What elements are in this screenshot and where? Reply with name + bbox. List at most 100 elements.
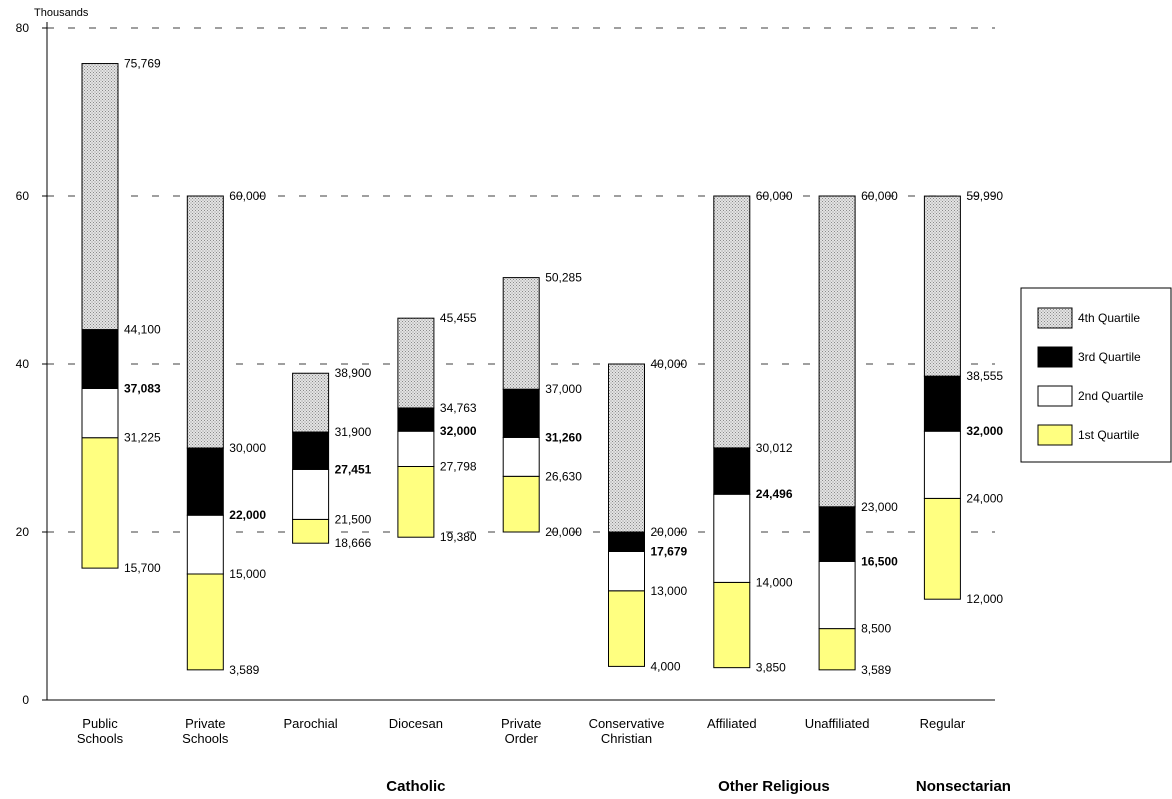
value-label-min: 15,700 bbox=[124, 561, 161, 575]
legend-swatch bbox=[1037, 385, 1073, 407]
value-label-q3: 23,000 bbox=[861, 500, 898, 514]
value-label-min: 3,589 bbox=[861, 663, 891, 677]
category-label: Unaffiliated bbox=[805, 716, 870, 731]
value-label-q1: 27,798 bbox=[440, 459, 477, 473]
value-labels: 75,769 44,100 37,083 31,225 15,700 60,000 30,0… bbox=[124, 57, 1003, 677]
bar-segment-2nd-quartile bbox=[818, 560, 856, 630]
bar-segment-3rd-quartile bbox=[502, 388, 540, 438]
value-label-median: 31,260 bbox=[545, 430, 582, 444]
bar-segment-3rd-quartile bbox=[186, 447, 224, 516]
value-label-min: 19,380 bbox=[440, 530, 477, 544]
bar-segment-3rd-quartile bbox=[608, 531, 645, 552]
bar-segment-2nd-quartile bbox=[397, 430, 435, 467]
value-label-max: 60,000 bbox=[229, 189, 266, 203]
category-label: Schools bbox=[77, 731, 124, 746]
value-label-q1: 8,500 bbox=[861, 622, 891, 636]
value-label-median: 17,679 bbox=[651, 544, 688, 558]
legend: 4th Quartile 3rd Quartile 2nd Quartile 1st … bbox=[1020, 287, 1172, 463]
bar-segment-4th-quartile bbox=[713, 195, 751, 449]
legend-swatch bbox=[1037, 346, 1073, 368]
value-label-max: 50,285 bbox=[545, 271, 582, 285]
value-label-q1: 15,000 bbox=[229, 567, 266, 581]
legend-label: 4th Quartile bbox=[1078, 311, 1140, 325]
category-label: Private bbox=[501, 716, 541, 731]
value-label-q3: 34,763 bbox=[440, 401, 477, 415]
value-label-min: 4,000 bbox=[651, 659, 681, 673]
value-label-max: 75,769 bbox=[124, 57, 161, 71]
y-tick-label: 80 bbox=[16, 21, 30, 35]
category-label: Order bbox=[505, 731, 539, 746]
value-label-q3: 30,000 bbox=[229, 441, 266, 455]
bar-segment-3rd-quartile bbox=[81, 329, 119, 390]
value-label-q3: 31,900 bbox=[335, 425, 372, 439]
bar-segment-1st-quartile bbox=[818, 628, 856, 671]
value-label-max: 45,455 bbox=[440, 311, 477, 325]
bar-segment-4th-quartile bbox=[81, 63, 119, 331]
value-label-median: 22,000 bbox=[229, 508, 266, 522]
bar-segment-2nd-quartile bbox=[292, 468, 330, 520]
legend-swatch bbox=[1037, 307, 1073, 329]
value-label-min: 18,666 bbox=[335, 536, 372, 550]
value-label-q1: 14,000 bbox=[756, 575, 793, 589]
y-tick-label: 0 bbox=[22, 693, 29, 707]
value-label-median: 32,000 bbox=[440, 424, 477, 438]
value-label-q1: 24,000 bbox=[966, 491, 1003, 505]
bar-segment-2nd-quartile bbox=[81, 388, 119, 439]
bar-segment-1st-quartile bbox=[608, 590, 645, 667]
bar-segment-3rd-quartile bbox=[818, 506, 856, 562]
category-label: Conservative bbox=[589, 716, 665, 731]
value-label-min: 20,000 bbox=[545, 525, 582, 539]
bar-segment-4th-quartile bbox=[608, 363, 645, 533]
value-label-q1: 13,000 bbox=[651, 584, 688, 598]
bar-segment-2nd-quartile bbox=[502, 436, 540, 477]
bar-segment-1st-quartile bbox=[81, 437, 119, 569]
value-label-median: 27,451 bbox=[335, 462, 372, 476]
category-label: Parochial bbox=[283, 716, 337, 731]
y-tick-label: 60 bbox=[16, 189, 30, 203]
category-label: Christian bbox=[601, 731, 652, 746]
bar-segment-1st-quartile bbox=[292, 518, 330, 544]
bar-segment-3rd-quartile bbox=[713, 447, 751, 495]
category-label: Public bbox=[82, 716, 118, 731]
group-label: Catholic bbox=[386, 778, 445, 795]
category-label: Diocesan bbox=[389, 716, 443, 731]
bar-segment-4th-quartile bbox=[818, 195, 856, 508]
bar-segment-3rd-quartile bbox=[923, 375, 961, 432]
bar-segment-1st-quartile bbox=[186, 573, 224, 671]
group-label: Other Religious bbox=[718, 778, 830, 795]
bar-segment-4th-quartile bbox=[186, 195, 224, 449]
value-label-q3: 37,000 bbox=[545, 382, 582, 396]
group-label: Nonsectarian bbox=[916, 778, 1011, 795]
value-label-median: 32,000 bbox=[966, 424, 1003, 438]
bar-segment-1st-quartile bbox=[397, 465, 435, 538]
value-label-q3: 20,000 bbox=[651, 525, 688, 539]
value-label-min: 3,589 bbox=[229, 663, 259, 677]
bar-segment-4th-quartile bbox=[397, 317, 435, 409]
value-label-max: 60,000 bbox=[756, 189, 793, 203]
legend-label: 1st Quartile bbox=[1078, 428, 1140, 442]
y-tick-label: 40 bbox=[16, 357, 30, 371]
bar-segment-2nd-quartile bbox=[923, 430, 961, 499]
bar-segment-4th-quartile bbox=[923, 195, 961, 377]
category-label: Schools bbox=[182, 731, 229, 746]
y-axis-unit-label: Thousands bbox=[34, 7, 89, 19]
value-label-max: 38,900 bbox=[335, 366, 372, 380]
legend-label: 2nd Quartile bbox=[1078, 389, 1144, 403]
bar-segment-3rd-quartile bbox=[292, 431, 330, 470]
category-label: Affiliated bbox=[707, 716, 757, 731]
value-label-median: 16,500 bbox=[861, 554, 898, 568]
bar-segment-2nd-quartile bbox=[713, 493, 751, 583]
value-label-max: 60,000 bbox=[861, 189, 898, 203]
y-tick-label: 20 bbox=[16, 525, 30, 539]
value-label-max: 40,000 bbox=[651, 357, 688, 371]
value-label-median: 37,083 bbox=[124, 382, 161, 396]
bar-segment-4th-quartile bbox=[292, 372, 330, 433]
bar-segment-2nd-quartile bbox=[186, 514, 224, 575]
value-label-max: 59,990 bbox=[966, 189, 1003, 203]
bar-segment-1st-quartile bbox=[923, 497, 961, 600]
bar-segment-4th-quartile bbox=[502, 277, 540, 390]
value-label-q1: 26,630 bbox=[545, 469, 582, 483]
category-label: Regular bbox=[920, 716, 966, 731]
